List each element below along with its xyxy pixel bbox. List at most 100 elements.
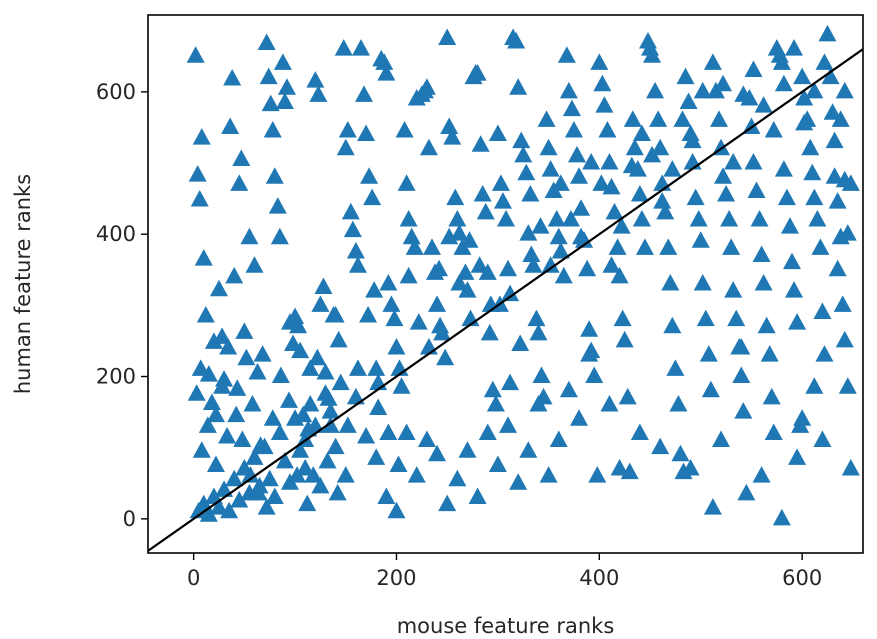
data-point: [734, 402, 753, 419]
data-point: [673, 110, 692, 127]
data-point: [598, 120, 617, 138]
data-point: [213, 327, 232, 344]
data-point: [835, 81, 854, 99]
data-point: [514, 145, 533, 163]
data-point: [488, 455, 507, 472]
data-point: [491, 174, 510, 191]
data-point: [714, 74, 733, 92]
data-point: [392, 377, 411, 394]
data-point: [419, 138, 438, 156]
data-point: [557, 46, 576, 63]
data-point: [501, 284, 520, 302]
data-point: [365, 281, 384, 298]
data-point: [448, 469, 467, 487]
data-point: [811, 238, 830, 255]
data-point: [559, 380, 578, 398]
data-point: [772, 508, 791, 526]
data-point: [795, 88, 814, 106]
data-point: [346, 241, 365, 259]
data-point: [813, 430, 832, 448]
data-point: [321, 402, 340, 419]
data-point: [438, 28, 457, 45]
data-point: [511, 334, 530, 351]
data-point: [625, 138, 644, 156]
data-point: [529, 394, 548, 412]
data-point: [564, 120, 583, 138]
data-point: [286, 409, 305, 426]
data-point: [227, 405, 246, 423]
data-point: [215, 480, 234, 497]
data-point: [240, 227, 259, 245]
data-point: [643, 46, 662, 63]
data-point: [321, 416, 340, 433]
data-point: [570, 167, 589, 184]
y-tick-label: 600: [96, 80, 136, 104]
data-point: [531, 217, 550, 234]
data-point: [618, 387, 637, 405]
data-point: [831, 110, 850, 127]
data-point: [801, 138, 820, 156]
data-point: [470, 256, 489, 273]
data-point: [397, 423, 416, 440]
data-point: [774, 74, 793, 92]
data-point: [265, 167, 284, 184]
data-point: [679, 92, 698, 110]
data-point: [612, 217, 631, 234]
data-point: [379, 274, 398, 291]
data-point: [268, 197, 287, 214]
data-point: [808, 209, 827, 227]
data-point: [417, 78, 436, 95]
data-point: [720, 209, 739, 227]
data-point: [732, 366, 751, 384]
y-tick-label: 0: [123, 507, 136, 531]
data-point: [780, 217, 799, 234]
data-point: [405, 238, 424, 255]
data-point: [440, 227, 459, 245]
data-point: [785, 39, 804, 56]
data-point: [456, 263, 475, 280]
data-point: [828, 259, 847, 277]
data-point: [298, 494, 317, 512]
data-point: [206, 455, 225, 472]
data-point: [760, 345, 779, 362]
data-point: [257, 33, 276, 50]
data-point: [311, 295, 330, 312]
data-point: [651, 437, 670, 455]
data-point: [838, 224, 857, 241]
data-point: [632, 209, 651, 227]
data-point: [309, 85, 328, 102]
data-point: [602, 256, 621, 273]
data-point: [724, 153, 743, 170]
x-tick-label: 200: [376, 566, 416, 590]
data-point: [223, 69, 242, 86]
data-point: [754, 96, 773, 113]
data-point: [209, 279, 228, 297]
data-point: [582, 153, 601, 170]
data-point: [499, 259, 518, 277]
data-point: [219, 338, 238, 355]
data-point: [397, 174, 416, 191]
data-point: [562, 99, 581, 117]
data-point: [277, 78, 296, 95]
data-point: [696, 309, 715, 327]
data-point: [554, 266, 573, 284]
data-point: [747, 181, 766, 198]
data-point: [818, 24, 837, 42]
data-point: [306, 71, 325, 88]
data-point: [727, 309, 746, 327]
data-point: [651, 138, 670, 156]
data-point: [541, 160, 560, 177]
y-tick-label: 400: [96, 222, 136, 246]
data-point: [600, 153, 619, 170]
data-point: [676, 67, 695, 85]
data-point: [326, 437, 345, 455]
data-point: [363, 188, 382, 206]
data-point: [338, 120, 357, 138]
data-point: [407, 466, 426, 483]
data-point: [338, 416, 357, 433]
data-point: [600, 394, 619, 412]
data-point: [635, 238, 654, 255]
data-point: [199, 365, 218, 382]
data-point: [351, 39, 370, 56]
